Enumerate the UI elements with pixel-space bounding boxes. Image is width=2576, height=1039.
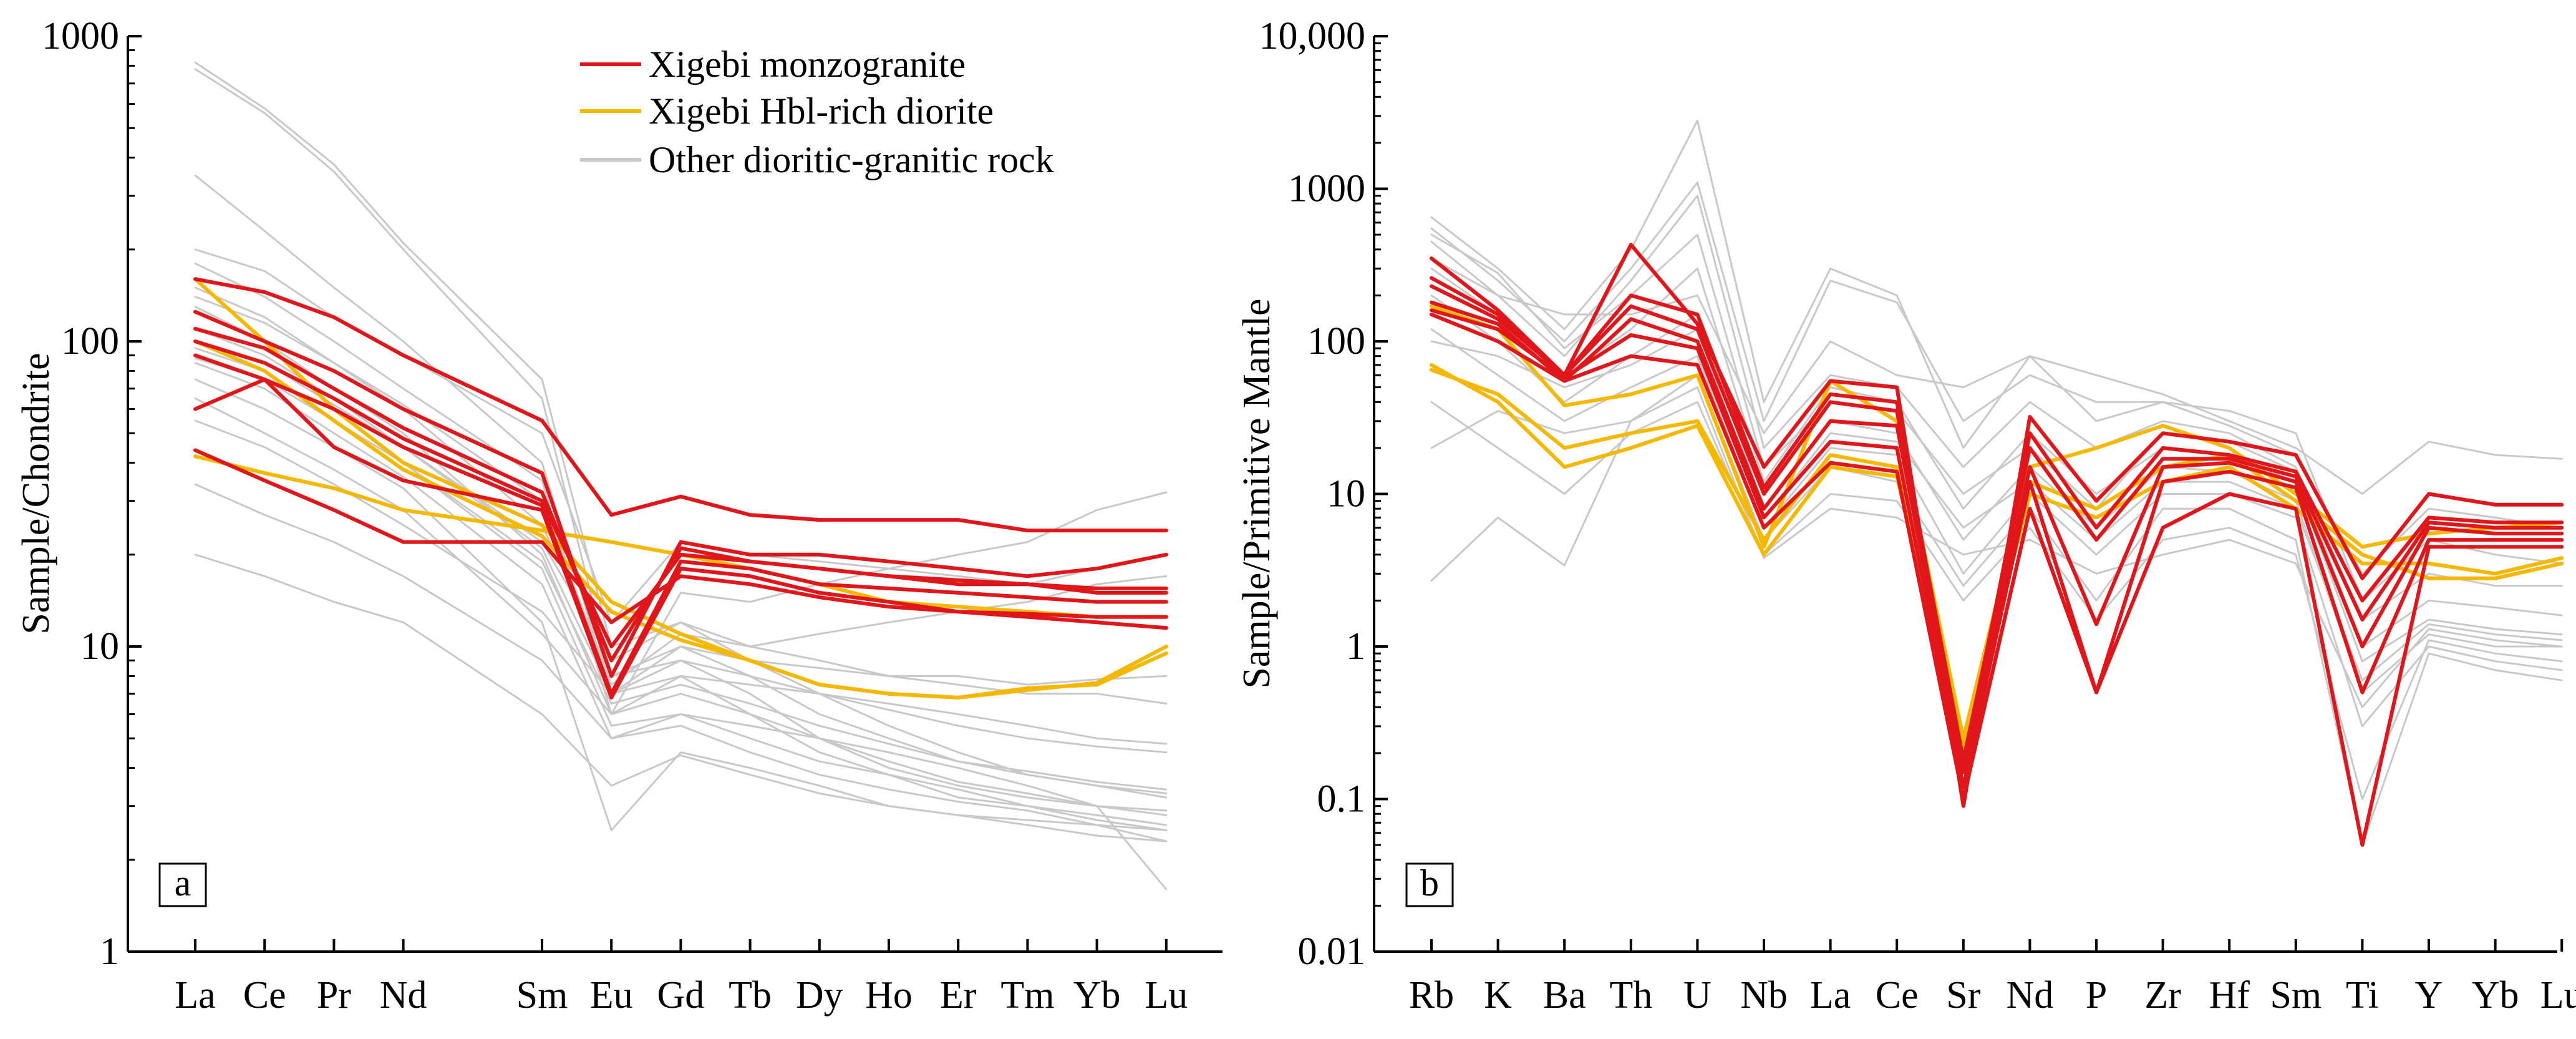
panel-b-xtick-label: Y [2415, 974, 2443, 1017]
panel-a-series-line [193, 454, 1168, 619]
panel-a-y-axis-title: Sample/Chondrite [15, 353, 57, 634]
panel-a-series-line [194, 262, 1168, 715]
panel-b-series-line [1430, 401, 2563, 800]
panel-a-series-line [193, 353, 1168, 696]
panel-a-series-line [193, 448, 1168, 625]
panel-a-ytick-label: 10 [80, 625, 119, 668]
legend-label-monzogranite: Xigebi monzogranite [649, 44, 966, 85]
panel-b-tag-text: b [1420, 862, 1439, 904]
panel-b-xtick-label: Zr [2144, 974, 2181, 1017]
panel-a-axes [127, 36, 1223, 953]
panel-a-xtick-label: Dy [796, 974, 843, 1017]
panel-b-y-axis-title: Sample/Primitive Mantle [1236, 298, 1278, 688]
panel-a-tag: a [158, 862, 207, 907]
panel-a-series-line [194, 398, 1168, 745]
panel-b-xtick-label: Ti [2346, 974, 2379, 1017]
panel-a-series-line [194, 347, 1168, 831]
panel-a-xtick-label: Nd [380, 974, 427, 1017]
panel-a-series-line [193, 277, 1168, 533]
panel-b-xtick-label: Sm [2270, 974, 2322, 1017]
legend-label-other: Other dioritic-granitic rock [649, 139, 1054, 180]
panel-b-xtick-label: Th [1609, 974, 1652, 1017]
panel-a-series-line [194, 483, 1168, 890]
panel-a-ytick-label: 100 [61, 320, 119, 363]
panel-b-axes [1373, 36, 2557, 953]
panel-a-series-line [193, 310, 1168, 678]
panel-a-x-ticks: La Ce Pr Nd Sm Eu Gd Tb Dy Ho Er Tm Yb Lu [175, 939, 1188, 1017]
panel-b-ytick-label: 10 [1327, 473, 1365, 515]
panel-b-series-line [1430, 312, 2564, 847]
panel-b-ytick-label: 100 [1307, 320, 1365, 363]
panel-a-xtick-label: Ce [243, 974, 286, 1017]
panel-a-series-line [193, 378, 1168, 700]
panel-a-xtick-label: Er [940, 974, 977, 1017]
panel-a-xtick-label: Lu [1145, 974, 1188, 1017]
panel-b-xtick-label: K [1484, 974, 1512, 1017]
panel-b-ytick-label: 0.1 [1317, 778, 1366, 821]
panel-a-series-line [194, 174, 1168, 826]
panel-b-series-line [1430, 386, 2563, 708]
panel-b-chart: 0.01 0.1 1 10 100 1000 10,000 Rb K Ba Th U Nb La Ce Sr… [1236, 15, 2576, 1017]
panel-a-xtick-label: Pr [317, 974, 351, 1017]
panel-b-series-line [1430, 284, 2564, 763]
panel-b-xtick-label: Hf [2209, 974, 2250, 1017]
panel-b-series-group [1430, 119, 2564, 847]
panel-b-tag-box [1405, 862, 1454, 907]
panel-a-xtick-label: Eu [590, 974, 633, 1017]
panel-a-series-line [194, 61, 1168, 799]
panel-b-ytick-label: 10,000 [1259, 15, 1366, 57]
panel-b-series-line [1430, 328, 2563, 728]
panel-b-xtick-label: Nb [1740, 974, 1788, 1017]
panel-b-series-line [1430, 294, 2563, 694]
panel-a-xtick-label: Yb [1073, 974, 1121, 1017]
panel-b-xtick-label: Ce [1876, 974, 1919, 1017]
panel-a-xtick-label: Tb [729, 974, 772, 1017]
legend-label-diorite: Xigebi Hbl-rich diorite [649, 90, 994, 132]
panel-a-ytick-label: 1 [100, 930, 119, 973]
panel-b-series-line [1430, 300, 2564, 774]
legend: Xigebi monzogranite Xigebi Hbl-rich dior… [580, 44, 1054, 180]
panel-b-x-ticks: Rb K Ba Th U Nb La Ce Sr Nd P Zr Hf Sm Ti Y Yb Lu [1409, 939, 2576, 1017]
panel-b-xtick-label: Ba [1543, 974, 1586, 1017]
panel-a-ytick-label: 1000 [42, 15, 119, 57]
panel-a-series-line [194, 68, 1168, 812]
panel-b-tag: b [1405, 862, 1454, 907]
panel-a-xtick-label: Gd [657, 974, 705, 1017]
panel-b-series-line [1430, 195, 2563, 621]
panel-a-series-line [194, 362, 1168, 842]
panel-a-series-line [193, 339, 1168, 700]
panel-a-y-ticks: 1 10 100 1000 [42, 15, 142, 973]
panel-a-series-line [193, 339, 1168, 648]
panel-a-xtick-label: Sm [516, 974, 568, 1017]
panel-a-xtick-label: La [175, 974, 215, 1017]
panel-b-ytick-label: 1 [1346, 625, 1365, 668]
panel-b-series-line [1430, 363, 2564, 755]
panel-a-series-line [194, 248, 1168, 623]
panel-b-ytick-label: 0.01 [1298, 930, 1366, 973]
panel-b-series-line [1430, 308, 2564, 789]
panel-a-series-line [194, 554, 1168, 842]
panel-b-xtick-label: Lu [2540, 974, 2576, 1017]
panel-b-xtick-label: Rb [1409, 974, 1454, 1017]
panel-b-series-line [1430, 233, 2563, 648]
panel-a-xtick-label: Ho [865, 974, 913, 1017]
panel-b-series-line [1430, 181, 2563, 575]
panel-b-xtick-label: U [1683, 974, 1712, 1017]
panel-b-xtick-label: Nd [2007, 974, 2054, 1017]
panel-b-xtick-label: La [1810, 974, 1851, 1017]
panel-b-y-ticks: 0.01 0.1 1 10 100 1000 10,000 [1259, 15, 1388, 973]
panel-b-xtick-label: Sr [1946, 974, 1980, 1017]
panel-b-series-line [1430, 257, 2563, 602]
panel-a-tag-box [158, 862, 207, 907]
panel-a-series-line [194, 340, 1168, 754]
panel-a-tag-text: a [175, 862, 191, 904]
panel-a-series-group [193, 61, 1168, 890]
panel-b-xtick-label: P [2086, 974, 2107, 1017]
panel-a-xtick-label: Tm [1000, 974, 1054, 1017]
panel-b-xtick-label: Yb [2472, 974, 2519, 1017]
panel-a-series-line [194, 296, 1168, 686]
panel-b-ytick-label: 1000 [1288, 168, 1365, 210]
